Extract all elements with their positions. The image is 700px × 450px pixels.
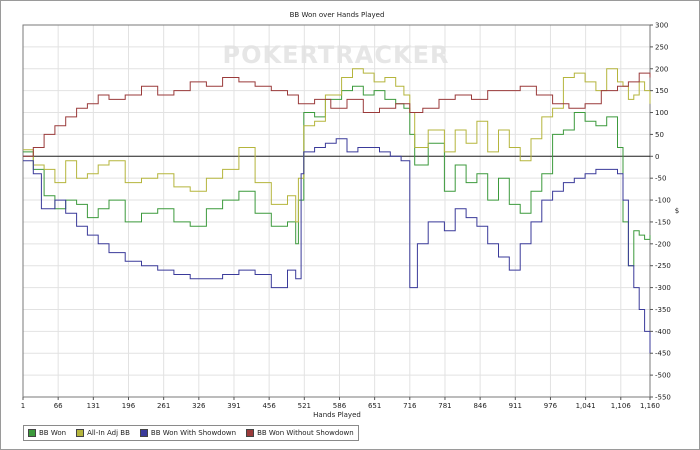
x-tick-label: 1,041 — [576, 402, 596, 410]
legend-label: BB Won With Showdown — [150, 429, 237, 437]
x-tick-label: 326 — [192, 402, 206, 410]
y-tick-label: -100 — [655, 197, 671, 205]
y-tick-label: 150 — [655, 87, 668, 95]
watermark-layer: POKERTRACKER — [223, 41, 450, 69]
x-tick-label: 586 — [333, 402, 347, 410]
x-axis-ticks: 1 66 131 196 261 326 391 456 521 586 651 716 781 846 9… — [21, 397, 660, 410]
y-tick-label: 100 — [655, 109, 668, 117]
series-line-bb-won-with-showdown — [23, 138, 651, 354]
x-tick-label: 976 — [544, 402, 558, 410]
x-tick-label: 781 — [438, 402, 451, 410]
x-tick-label: 456 — [262, 402, 276, 410]
x-tick-label: 66 — [54, 402, 63, 410]
y-tick-label: -550 — [655, 394, 671, 402]
y-tick-label: 300 — [655, 22, 668, 30]
legend-item-bb-won-with-showdown: BB Won With Showdown — [139, 429, 237, 437]
y-tick-label: 50 — [655, 131, 664, 139]
legend-item-all-in-adj-bb: All-In Adj BB — [76, 429, 130, 437]
y-tick-label: -400 — [655, 328, 671, 336]
plot-area-border — [22, 24, 651, 398]
x-tick-label: 261 — [157, 402, 170, 410]
series-line-bb-won-without-showdown — [23, 72, 651, 157]
legend-item-bb-won: BB Won — [28, 429, 66, 437]
series-line-bb-won — [23, 85, 651, 267]
watermark: POKERTRACKER — [223, 41, 450, 69]
y-tick-label: 250 — [655, 43, 668, 51]
legend-label: BB Won Without Showdown — [257, 429, 354, 437]
legend-swatch — [246, 429, 255, 437]
x-tick-label: 131 — [87, 402, 100, 410]
x-tick-label: 196 — [122, 402, 136, 410]
y-axis-label: $ — [675, 207, 679, 215]
y-tick-label: 0 — [655, 153, 659, 161]
x-tick-label: 391 — [227, 402, 240, 410]
legend-swatch — [28, 429, 36, 437]
y-tick-label: -250 — [655, 262, 671, 270]
x-tick-label: 651 — [368, 402, 381, 410]
y-axis-ticks: 300 250 200 150 100 50 0 -50 -100 -150 -200 -250 -30… — [650, 22, 671, 402]
x-tick-label: 1,106 — [611, 402, 632, 410]
y-tick-label: -50 — [655, 175, 666, 183]
legend-item-bb-won-without-showdown: BB Won Without Showdown — [246, 429, 354, 437]
legend-label: BB Won — [39, 429, 67, 437]
legend-label: All-In Adj BB — [87, 429, 130, 437]
chart-title: BB Won over Hands Played — [290, 11, 385, 19]
x-tick-label: 911 — [509, 402, 522, 410]
y-tick-label: -150 — [655, 218, 671, 226]
x-tick-label: 1 — [21, 402, 25, 410]
series-layer — [23, 68, 651, 354]
x-tick-label: 521 — [298, 402, 311, 410]
y-tick-label: -350 — [655, 306, 671, 314]
y-tick-label: -200 — [655, 240, 671, 248]
series-line-all-in-adj-bb — [23, 68, 651, 223]
x-tick-label: 716 — [403, 402, 417, 410]
y-tick-label: 200 — [655, 65, 668, 73]
y-tick-label: -450 — [655, 350, 671, 358]
legend-swatch — [139, 429, 148, 437]
y-tick-label: -300 — [655, 284, 671, 292]
x-tick-label: 1,160 — [640, 402, 660, 410]
y-tick-label: -500 — [655, 372, 671, 380]
grid — [22, 24, 651, 398]
x-axis-label: Hands Played — [313, 411, 361, 419]
legend-swatch — [76, 429, 85, 437]
x-tick-label: 846 — [473, 402, 487, 410]
legend: BB Won All-In Adj BB BB Won With Showdow… — [23, 425, 359, 441]
